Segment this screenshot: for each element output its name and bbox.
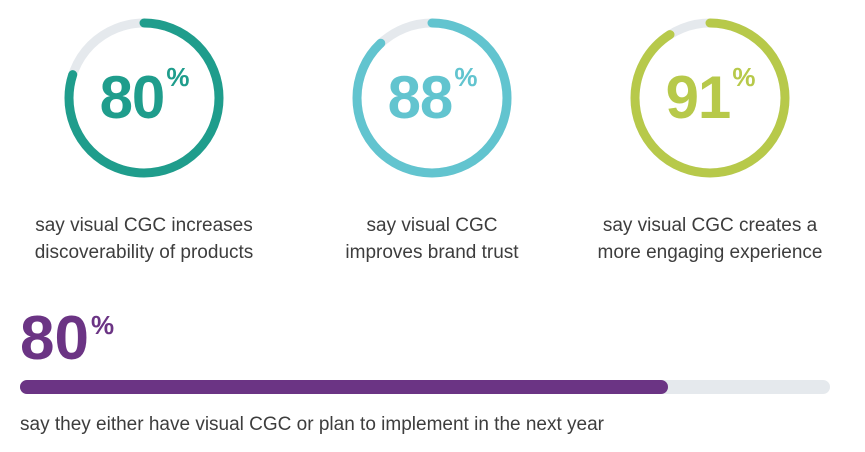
donut-chart: 91%: [620, 8, 800, 188]
donut-value-unit: %: [732, 62, 755, 92]
donut-svg: [64, 18, 224, 178]
donut-stat-discoverability: 80% say visual CGC increases discoverabi…: [0, 0, 288, 266]
progress-value-unit: %: [90, 310, 115, 340]
donut-value-number: 88: [387, 64, 454, 131]
donut-value-number: 80: [99, 64, 166, 131]
caption-line: improves brand trust: [345, 242, 519, 263]
donut-caption: say visual CGC improves brand trust: [288, 212, 576, 266]
progress-caption: say they either have visual CGC or plan …: [20, 414, 605, 435]
donut-value-number: 91: [665, 64, 732, 131]
progress-value-number: 80: [20, 304, 89, 373]
donut-chart: 80%: [54, 8, 234, 188]
caption-line: discoverability of products: [34, 242, 254, 263]
progress-stat: 80% say they either have visual CGC or p…: [20, 308, 830, 436]
donut-value-unit: %: [454, 62, 477, 92]
donut-svg: [352, 18, 512, 178]
donut-caption: say visual CGC creates a more engaging e…: [566, 212, 854, 266]
caption-line: say visual CGC increases: [35, 215, 253, 236]
donut-stat-brand-trust: 88% say visual CGC improves brand trust: [288, 0, 576, 266]
donut-arc: [630, 18, 790, 178]
progress-value: 80%: [20, 308, 830, 370]
progress-track: [20, 380, 830, 394]
donut-value: 91%: [620, 8, 800, 188]
caption-line: say visual CGC: [366, 215, 498, 236]
donut-value: 80%: [54, 8, 234, 188]
donut-chart: 88%: [342, 8, 522, 188]
donut-svg: [630, 18, 790, 178]
caption-line: say visual CGC creates a: [602, 215, 818, 236]
donut-caption: say visual CGC increases discoverability…: [0, 212, 288, 266]
donut-value: 88%: [342, 8, 522, 188]
progress-fill: [20, 380, 668, 394]
donut-stat-engaging-experience: 91% say visual CGC creates a more engagi…: [566, 0, 854, 266]
donut-arc: [352, 18, 512, 178]
caption-line: more engaging experience: [597, 242, 823, 263]
donut-arc: [64, 18, 224, 178]
donut-value-unit: %: [166, 62, 189, 92]
